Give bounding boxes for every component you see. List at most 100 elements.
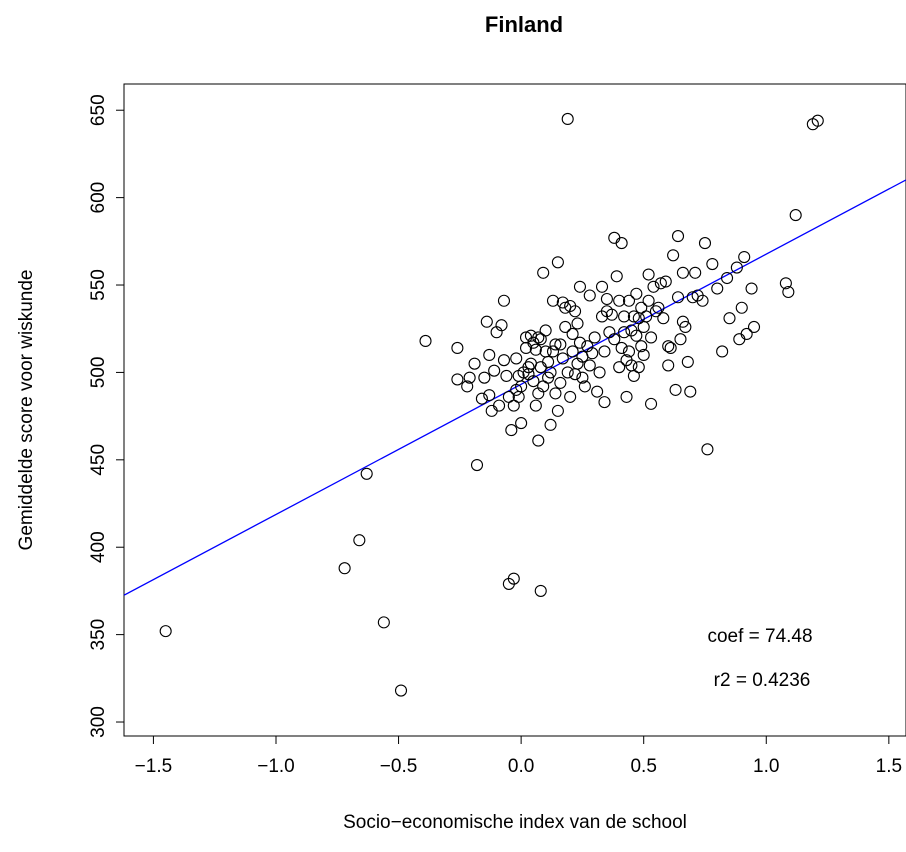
data-point bbox=[735, 301, 748, 314]
data-point bbox=[451, 373, 464, 386]
data-point bbox=[497, 294, 511, 307]
data-point bbox=[485, 404, 498, 417]
data-point bbox=[662, 359, 675, 372]
y-tick-label: 550 bbox=[88, 269, 109, 301]
data-point bbox=[640, 310, 653, 323]
data-point bbox=[811, 114, 824, 127]
data-point bbox=[632, 361, 645, 374]
data-point bbox=[657, 312, 670, 325]
data-point bbox=[559, 320, 572, 334]
data-point bbox=[571, 317, 584, 330]
data-point bbox=[598, 396, 611, 409]
data-point bbox=[483, 348, 496, 361]
data-point bbox=[539, 324, 552, 337]
data-point bbox=[573, 280, 587, 293]
data-point bbox=[679, 320, 692, 334]
annotation-coef: coef = 74.48 bbox=[707, 626, 812, 647]
data-points bbox=[159, 112, 824, 697]
y-tick-label: 400 bbox=[88, 531, 109, 563]
data-point bbox=[696, 294, 709, 307]
data-point bbox=[733, 333, 746, 346]
data-point bbox=[546, 345, 560, 358]
data-point bbox=[515, 380, 528, 393]
data-point bbox=[723, 312, 736, 325]
data-point bbox=[534, 584, 547, 597]
data-point bbox=[782, 285, 795, 299]
y-tick-label: 300 bbox=[88, 706, 109, 738]
data-point bbox=[667, 249, 680, 262]
data-point bbox=[478, 371, 491, 384]
data-point bbox=[647, 280, 660, 293]
annotation-coef-value: 74.48 bbox=[765, 626, 813, 647]
data-point bbox=[637, 348, 650, 361]
data-point bbox=[618, 326, 631, 339]
data-point bbox=[642, 268, 655, 281]
data-point bbox=[463, 371, 476, 384]
y-tick-label: 600 bbox=[88, 182, 109, 214]
data-point bbox=[451, 341, 464, 354]
x-axis-label: Socio−economische index van de school bbox=[343, 812, 687, 833]
data-point bbox=[544, 366, 557, 379]
x-tick-label: −1.0 bbox=[257, 756, 295, 777]
data-point bbox=[338, 562, 351, 575]
data-point bbox=[645, 331, 658, 344]
data-point bbox=[583, 289, 596, 302]
data-point bbox=[662, 340, 675, 353]
data-point bbox=[519, 341, 533, 354]
plot-area-frame bbox=[123, 83, 906, 737]
data-point bbox=[676, 266, 689, 279]
data-point bbox=[630, 329, 643, 342]
data-point bbox=[495, 319, 508, 332]
data-point bbox=[564, 390, 577, 403]
data-point bbox=[674, 333, 687, 346]
data-point bbox=[608, 231, 621, 244]
x-tick-label: −1.5 bbox=[135, 756, 173, 777]
data-point bbox=[738, 251, 751, 264]
data-point bbox=[698, 237, 712, 250]
data-point bbox=[642, 294, 655, 307]
data-point bbox=[566, 327, 579, 341]
data-point bbox=[583, 359, 596, 372]
data-point bbox=[573, 336, 587, 349]
data-point bbox=[537, 266, 550, 279]
data-point bbox=[716, 345, 729, 358]
data-point bbox=[561, 112, 574, 126]
data-point bbox=[483, 389, 496, 402]
data-point bbox=[654, 277, 667, 290]
annotation-r2-label: r2 = bbox=[714, 670, 753, 691]
x-tick-label: 1.5 bbox=[876, 756, 902, 777]
data-point bbox=[622, 294, 636, 307]
x-tick-label: 0.5 bbox=[630, 756, 656, 777]
data-point bbox=[689, 266, 702, 279]
data-point bbox=[497, 354, 511, 367]
data-point bbox=[475, 392, 488, 405]
y-tick-label: 650 bbox=[88, 94, 109, 126]
y-axis-label: Gemiddelde score voor wiskunde bbox=[16, 270, 37, 551]
data-point bbox=[779, 277, 792, 290]
data-point bbox=[669, 383, 682, 396]
data-point bbox=[569, 305, 582, 318]
data-point bbox=[615, 237, 628, 250]
data-point bbox=[671, 230, 685, 243]
data-point bbox=[608, 333, 621, 346]
data-point bbox=[745, 282, 758, 295]
y-tick-label: 350 bbox=[88, 619, 109, 651]
data-point bbox=[377, 616, 390, 629]
chart-title: Finland bbox=[485, 12, 563, 37]
data-point bbox=[500, 369, 513, 382]
data-point bbox=[595, 280, 609, 293]
data-point bbox=[488, 364, 501, 377]
data-point bbox=[515, 417, 528, 430]
data-point bbox=[544, 418, 557, 431]
data-point bbox=[598, 345, 611, 358]
data-point bbox=[480, 315, 493, 328]
svg-text:r2 = 0.4236: r2 = 0.4236 bbox=[714, 670, 811, 691]
data-point bbox=[394, 684, 408, 697]
data-point bbox=[671, 291, 685, 304]
data-point bbox=[561, 366, 574, 379]
data-point bbox=[546, 294, 560, 307]
data-point bbox=[740, 327, 753, 341]
annotation-coef-label: coef = bbox=[707, 626, 765, 647]
data-point bbox=[507, 572, 520, 585]
data-point bbox=[684, 385, 697, 398]
